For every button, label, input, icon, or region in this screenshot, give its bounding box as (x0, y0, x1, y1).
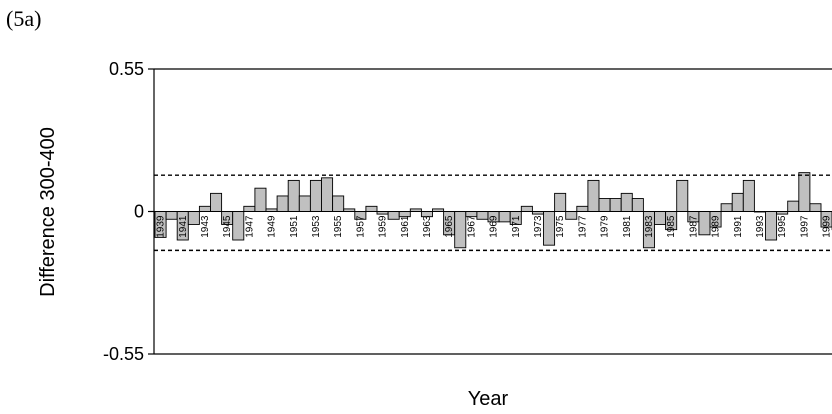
y-tick-label: -0.55 (103, 344, 144, 364)
bar-1984 (654, 211, 667, 225)
bar-1953 (309, 179, 322, 212)
x-tick-label: 1983 (644, 215, 655, 238)
reference-lines (154, 174, 832, 252)
x-tick-label: 1981 (622, 215, 633, 238)
x-tick-label: 1947 (244, 215, 255, 238)
x-tick-label: 1943 (200, 215, 211, 238)
x-tick-label: 1997 (799, 215, 810, 238)
x-tick-label: 1953 (311, 215, 322, 238)
y-tick-label: 0.55 (109, 59, 144, 79)
x-tick-label: 1973 (533, 215, 544, 238)
bar-1947 (243, 205, 256, 212)
bar-1944 (210, 192, 223, 212)
bar-1943 (198, 205, 211, 212)
bar-1996 (787, 200, 800, 212)
y-axis-ticks: 0.55 0 -0.55 (103, 59, 154, 364)
bar-1992 (742, 179, 755, 212)
x-tick-label: 1989 (711, 215, 722, 238)
bar-1979 (598, 198, 611, 212)
bar-1950 (276, 195, 289, 212)
bar-1997 (798, 172, 811, 212)
x-tick-label: 1971 (511, 215, 522, 238)
bar-1954 (321, 177, 334, 212)
x-tick-label: 1977 (577, 215, 588, 238)
bar-1998 (809, 203, 822, 212)
bar-1982 (631, 198, 644, 212)
bar-1991 (731, 192, 744, 212)
x-tick-label: 1993 (755, 215, 766, 238)
x-tick-label: 1965 (444, 215, 455, 238)
y-tick-label: 0 (134, 202, 144, 222)
bar-1968 (476, 211, 489, 220)
bar-1960 (387, 211, 400, 220)
x-tick-label: 1957 (355, 215, 366, 238)
year-labels: 1939 1941 1943 1945 1947 1949 1951 1953 1955 1957… (156, 215, 832, 238)
bar-1994 (765, 211, 778, 241)
bar-1990 (720, 203, 733, 212)
bar-1975 (554, 192, 567, 212)
x-tick-label: 1961 (400, 215, 411, 238)
x-tick-label: 1991 (733, 215, 744, 238)
bar-1972 (520, 205, 533, 212)
x-tick-label: 1939 (156, 215, 167, 238)
bar-1966 (454, 211, 467, 249)
bar-1946 (232, 211, 245, 241)
x-tick-label: 1959 (378, 215, 389, 238)
y-axis-title: Difference 300-400 (37, 127, 59, 297)
panel-label: (5a) (6, 6, 42, 31)
bar-1952 (298, 195, 311, 212)
bar-1948 (254, 187, 267, 212)
bars (154, 172, 832, 249)
x-tick-label: 1999 (822, 215, 832, 238)
bar-1988 (698, 211, 711, 236)
x-tick-label: 1995 (777, 215, 788, 238)
bar-1955 (332, 195, 345, 212)
x-tick-label: 1967 (466, 215, 477, 238)
x-tick-label: 1975 (555, 215, 566, 238)
x-tick-label: 1955 (333, 215, 344, 238)
bar-1986 (676, 179, 689, 212)
bar-1940 (165, 211, 178, 220)
bar-1958 (365, 205, 378, 212)
bar-1976 (565, 211, 578, 220)
x-axis-title: Year (468, 388, 509, 410)
x-tick-label: 1951 (289, 215, 300, 238)
x-tick-label: 1969 (489, 215, 500, 238)
x-tick-label: 1979 (600, 215, 611, 238)
x-tick-label: 1941 (178, 215, 189, 238)
x-tick-label: 1985 (666, 215, 677, 238)
bar-1981 (620, 192, 633, 212)
x-tick-label: 1987 (688, 215, 699, 238)
x-tick-label: 1949 (267, 215, 278, 238)
x-tick-label: 1963 (422, 215, 433, 238)
bar-1942 (187, 211, 200, 225)
bar-1980 (609, 198, 622, 212)
bar-1977 (576, 205, 589, 212)
bar-1970 (498, 211, 511, 223)
bar-1951 (287, 179, 300, 212)
bar-1974 (543, 211, 556, 246)
bar-1978 (587, 179, 600, 212)
x-tick-label: 1945 (222, 215, 233, 238)
